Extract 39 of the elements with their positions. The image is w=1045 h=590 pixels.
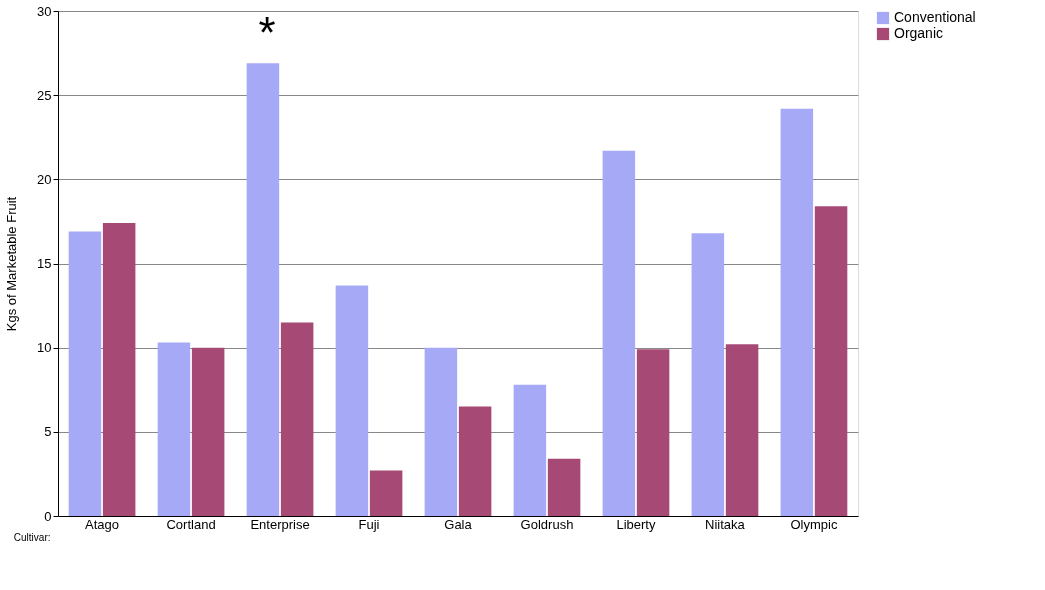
y-tick-label: 15 bbox=[37, 256, 52, 271]
y-tick-label: 20 bbox=[37, 171, 52, 187]
y-tick-label: 10 bbox=[37, 340, 52, 356]
bar bbox=[280, 322, 314, 516]
bar bbox=[547, 458, 581, 516]
x-tick-label: Olympic bbox=[790, 516, 838, 532]
legend-label: Organic bbox=[894, 25, 944, 41]
bar bbox=[68, 231, 102, 516]
bar bbox=[157, 342, 191, 516]
x-axis-title: Cultivar: bbox=[13, 531, 51, 543]
x-tick-label: Atago bbox=[85, 516, 120, 532]
x-tick-label: Niitaka bbox=[705, 516, 746, 532]
x-tick-label: Fuji bbox=[358, 516, 380, 532]
bar bbox=[458, 406, 492, 516]
x-tick-label: Cortland bbox=[166, 516, 216, 532]
annotation: * bbox=[258, 8, 276, 58]
bar bbox=[513, 384, 547, 516]
bar bbox=[725, 344, 759, 516]
bar bbox=[780, 108, 814, 516]
bar bbox=[691, 233, 725, 516]
bar bbox=[369, 470, 403, 516]
bar bbox=[102, 223, 136, 516]
bar bbox=[814, 206, 848, 516]
bar bbox=[191, 347, 225, 516]
x-tick-label: Enterprise bbox=[250, 516, 310, 532]
x-tick-label: Gala bbox=[444, 516, 473, 532]
y-tick-label: 30 bbox=[37, 3, 52, 19]
bar bbox=[602, 150, 636, 516]
y-axis-title: Kgs of Marketable Fruit bbox=[4, 196, 20, 332]
bar bbox=[335, 285, 369, 516]
bar bbox=[246, 63, 280, 516]
bar bbox=[424, 347, 458, 516]
y-tick-label: 25 bbox=[37, 87, 52, 103]
x-tick-label: Liberty bbox=[616, 516, 656, 532]
y-tick-label: 0 bbox=[44, 508, 52, 524]
bar bbox=[636, 349, 670, 516]
y-tick-label: 5 bbox=[44, 424, 52, 440]
x-tick-label: Goldrush bbox=[520, 516, 574, 532]
legend-label: Conventional bbox=[894, 9, 976, 25]
